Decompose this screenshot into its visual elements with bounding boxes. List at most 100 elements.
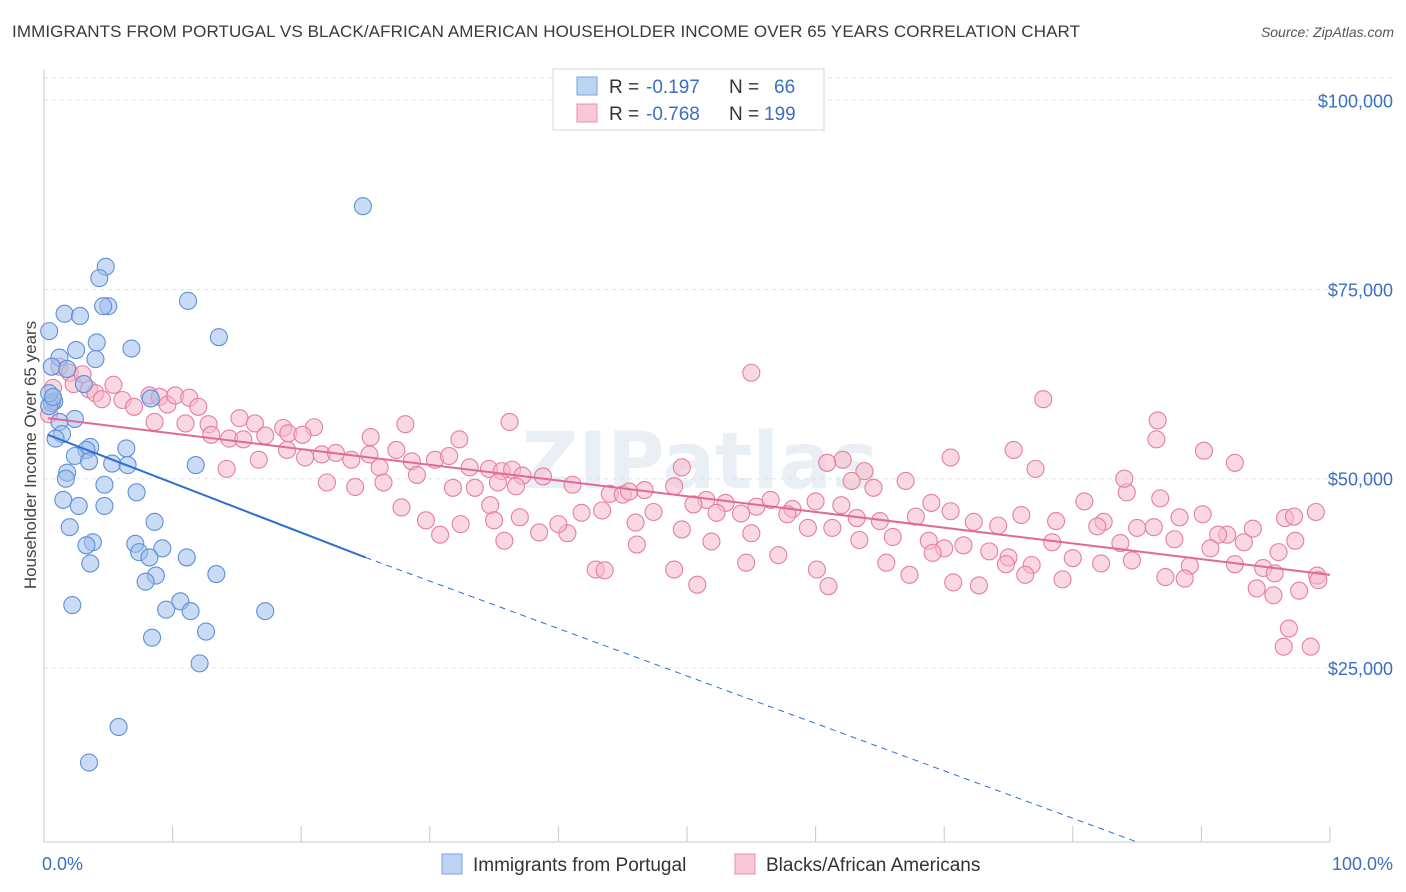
data-point-black: [672, 520, 691, 539]
data-point-black: [833, 450, 852, 469]
data-point-black: [996, 555, 1015, 574]
data-point-black: [1092, 554, 1111, 573]
y-tick-label: $75,000: [1328, 280, 1393, 300]
data-point-black: [488, 473, 508, 492]
data-point-black: [485, 511, 504, 530]
data-point-portugal: [77, 536, 96, 555]
trend-line-black: [47, 417, 1331, 576]
data-point-black: [317, 473, 336, 492]
data-point-black: [1147, 430, 1166, 449]
data-point-black: [481, 496, 500, 515]
data-point-black: [1156, 568, 1175, 587]
legend-r-label-2: R =: [609, 104, 639, 125]
data-point-black: [361, 428, 380, 447]
y-tick-labels: $25,000 $50,000 $75,000 $100,000: [1318, 91, 1393, 679]
data-point-portugal: [58, 359, 77, 379]
data-point-portugal: [54, 490, 73, 509]
data-point-black: [702, 532, 721, 551]
data-point-black: [1148, 411, 1167, 430]
data-point-black: [1201, 539, 1220, 558]
data-point-portugal: [127, 483, 146, 502]
data-point-portugal: [190, 654, 209, 673]
data-point-portugal: [142, 628, 162, 647]
data-point-black: [850, 530, 869, 550]
data-point-portugal: [209, 328, 228, 347]
data-point-black: [396, 415, 415, 434]
data-point-black: [346, 477, 365, 497]
chart-title: IMMIGRANTS FROM PORTUGAL VS BLACK/AFRICA…: [12, 22, 1081, 41]
data-point-black: [832, 496, 851, 515]
data-point-portugal: [63, 596, 82, 615]
data-point-portugal: [109, 717, 128, 737]
data-point-black: [665, 560, 684, 579]
legend-n-label-2: N =: [729, 104, 759, 125]
data-point-portugal: [60, 518, 79, 537]
data-point-black: [818, 453, 837, 472]
data-point-portugal: [207, 565, 226, 584]
y-tick-label: $50,000: [1328, 470, 1393, 490]
data-point-black: [533, 467, 553, 486]
data-point-black: [941, 502, 960, 521]
data-point-portugal: [86, 350, 105, 369]
data-point-black: [230, 409, 249, 428]
data-point-black: [665, 477, 684, 496]
data-point-portugal: [94, 297, 113, 316]
data-point-black: [506, 477, 526, 496]
data-point-black: [293, 425, 312, 444]
data-point-portugal: [153, 539, 172, 558]
data-point-portugal: [65, 409, 84, 428]
data-point-black: [855, 462, 874, 481]
data-point-black: [278, 440, 297, 459]
data-point-black: [941, 448, 960, 467]
bottom-legend-swatch-pink: [734, 853, 756, 875]
data-point-portugal: [56, 469, 75, 488]
data-point-black: [443, 478, 462, 497]
data-point-black: [595, 561, 614, 580]
data-point-black: [1225, 453, 1244, 472]
data-point-black: [234, 430, 253, 449]
data-point-black: [954, 536, 973, 555]
data-point-black: [620, 482, 639, 501]
data-point-black: [1012, 505, 1031, 525]
data-point-black: [1170, 508, 1189, 527]
data-point-black: [1053, 570, 1072, 589]
data-point-black: [684, 495, 703, 514]
y-tick-label: $25,000: [1328, 659, 1393, 679]
data-point-black: [1122, 551, 1142, 570]
data-point-black: [510, 508, 529, 527]
data-point-portugal: [90, 269, 109, 288]
data-point-black: [1144, 518, 1163, 537]
data-point-portugal: [67, 340, 86, 360]
data-point-black: [1247, 579, 1266, 598]
data-point-black: [1301, 637, 1320, 656]
data-point-portugal: [87, 333, 106, 352]
data-point-black: [392, 498, 411, 517]
data-point-black: [440, 446, 459, 466]
data-point-black: [1194, 441, 1214, 460]
axes: [43, 70, 1331, 843]
data-point-black: [980, 542, 999, 561]
bottom-legend-swatch-blue: [441, 853, 463, 875]
data-point-portugal: [74, 375, 93, 394]
data-point-black: [92, 390, 111, 409]
data-point-black: [807, 560, 826, 579]
data-point-black: [1290, 581, 1309, 600]
data-point-black: [1286, 531, 1305, 550]
data-point-black: [370, 458, 389, 477]
data-point-portugal: [117, 439, 136, 458]
data-point-black: [500, 412, 519, 431]
data-point-black: [563, 475, 582, 494]
data-point-black: [1284, 507, 1304, 526]
data-point-black: [864, 478, 883, 497]
data-point-black: [1034, 390, 1053, 409]
data-point-black: [769, 546, 788, 565]
data-point-black: [742, 363, 761, 382]
data-point-black: [1243, 519, 1262, 538]
bottom-legend-label-portugal: Immigrants from Portugal: [473, 855, 686, 876]
data-point-black: [593, 501, 612, 520]
data-point-black: [1088, 517, 1107, 536]
legend-swatch-pink: [576, 103, 598, 123]
data-point-portugal: [141, 389, 160, 408]
data-point-portugal: [81, 554, 100, 573]
data-point-portugal: [40, 322, 59, 341]
